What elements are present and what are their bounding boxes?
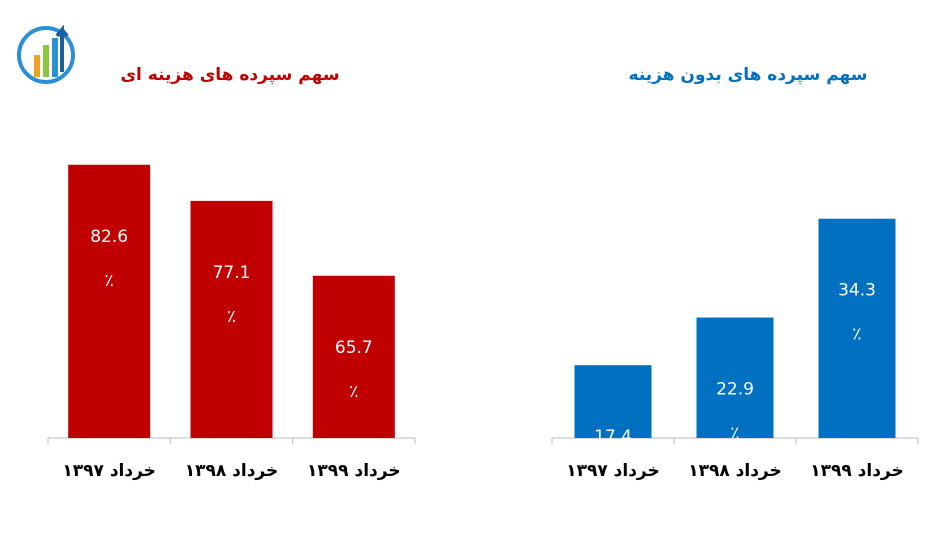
x-tick-label: خرداد ۱۳۹۸ bbox=[688, 461, 782, 481]
value-unit: ٪ bbox=[852, 325, 861, 345]
value-unit: ٪ bbox=[349, 382, 358, 402]
logo-ring bbox=[17, 26, 75, 84]
bar bbox=[312, 275, 395, 438]
logo-bar bbox=[34, 55, 40, 77]
chart-title: سهم سپرده های بدون هزینه bbox=[629, 65, 868, 85]
logo-arrow bbox=[55, 24, 69, 72]
value-unit: ٪ bbox=[227, 307, 236, 327]
value-label: 65.7 bbox=[335, 338, 373, 358]
value-label: 17.4 bbox=[594, 427, 632, 447]
x-tick-label: خرداد ۱۳۹۷ bbox=[62, 461, 156, 481]
logo bbox=[17, 24, 75, 84]
value-unit: ٪ bbox=[608, 471, 617, 491]
value-label: 82.6 bbox=[90, 227, 128, 247]
x-tick-label: خرداد ۱۳۹۹ bbox=[307, 461, 401, 481]
bar bbox=[68, 164, 151, 438]
bar bbox=[574, 365, 652, 438]
chart-title: سهم سپرده های هزینه ای bbox=[120, 65, 339, 85]
x-tick-label: خرداد ۱۳۹۸ bbox=[185, 461, 279, 481]
x-tick-label: خرداد ۱۳۹۹ bbox=[810, 461, 904, 481]
bar bbox=[696, 317, 774, 438]
value-unit: ٪ bbox=[730, 424, 739, 444]
value-label: 34.3 bbox=[838, 281, 876, 301]
logo-bar bbox=[52, 38, 58, 77]
logo-bar bbox=[43, 45, 49, 77]
value-unit: ٪ bbox=[105, 271, 114, 291]
x-tick-label: خرداد ۱۳۹۷ bbox=[566, 461, 660, 481]
bar bbox=[190, 200, 273, 438]
bar bbox=[818, 218, 896, 438]
value-label: 22.9 bbox=[716, 380, 754, 400]
value-label: 77.1 bbox=[213, 263, 251, 283]
